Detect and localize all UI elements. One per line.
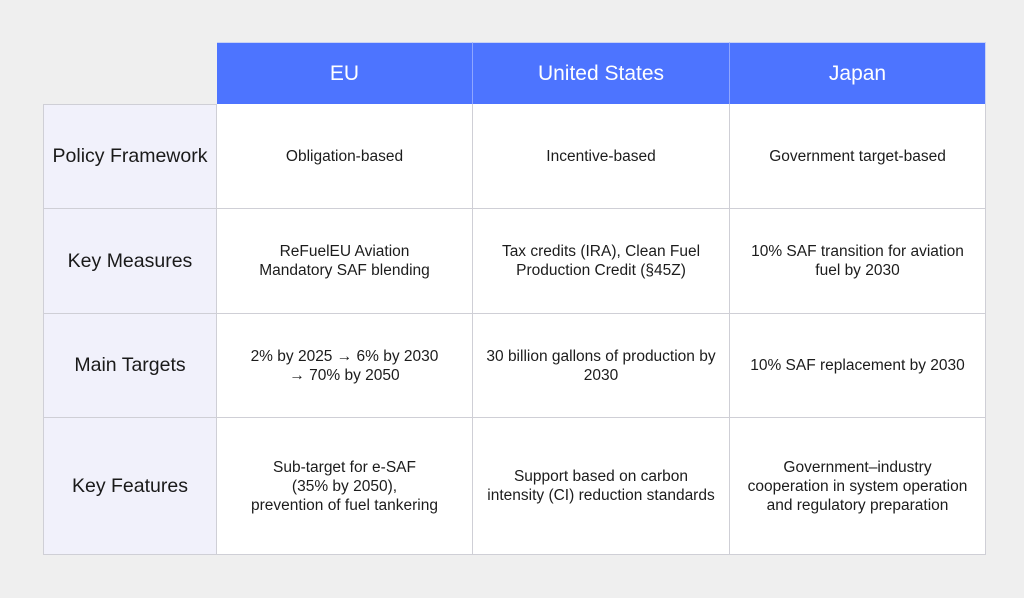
table-cell: ReFuelEU Aviation Mandatory SAF blending — [217, 209, 473, 314]
column-header-eu: EU — [217, 42, 473, 104]
row-label-main-targets: Main Targets — [43, 314, 217, 418]
table-cell: 30 billion gallons of production by 2030 — [473, 314, 730, 418]
table-cell: Tax credits (IRA), Clean Fuel Production… — [473, 209, 730, 314]
row-label-key-measures: Key Measures — [43, 209, 217, 314]
table-cell: Government target-based — [730, 104, 986, 209]
row-label-policy-framework: Policy Framework — [43, 104, 217, 209]
table-cell: Support based on carbon intensity (CI) r… — [473, 418, 730, 555]
table-cell: Sub-target for e-SAF (35% by 2050), prev… — [217, 418, 473, 555]
column-header-united-states: United States — [473, 42, 730, 104]
table-corner — [43, 42, 217, 104]
saf-policy-comparison-table: EU United States Japan Policy Framework … — [43, 42, 986, 555]
row-label-key-features: Key Features — [43, 418, 217, 555]
table-cell: Incentive-based — [473, 104, 730, 209]
table-cell: 10% SAF replacement by 2030 — [730, 314, 986, 418]
table-cell: Government–industry cooperation in syste… — [730, 418, 986, 555]
column-header-japan: Japan — [730, 42, 986, 104]
table-cell: 2% by 2025 → 6% by 2030 → 70% by 2050 — [217, 314, 473, 418]
table-cell: 10% SAF transition for aviation fuel by … — [730, 209, 986, 314]
table-cell: Obligation-based — [217, 104, 473, 209]
